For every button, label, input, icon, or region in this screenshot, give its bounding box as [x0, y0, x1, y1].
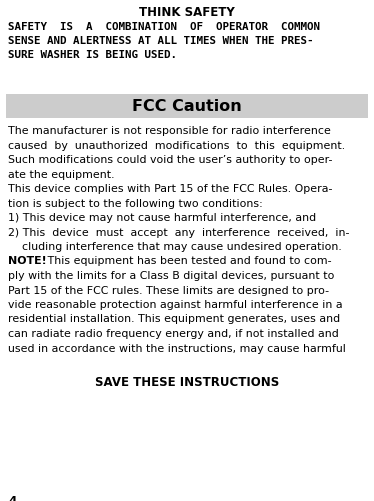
Text: ate the equipment.: ate the equipment. — [8, 169, 114, 179]
Text: 1) This device may not cause harmful interference, and: 1) This device may not cause harmful int… — [8, 213, 316, 223]
Text: SAFETY  IS  A  COMBINATION  OF  OPERATOR  COMMON: SAFETY IS A COMBINATION OF OPERATOR COMM… — [8, 22, 320, 32]
Text: FCC Caution: FCC Caution — [132, 99, 242, 114]
Text: SURE WASHER IS BEING USED.: SURE WASHER IS BEING USED. — [8, 50, 177, 60]
Text: tion is subject to the following two conditions:: tion is subject to the following two con… — [8, 198, 263, 208]
Text: This device complies with Part 15 of the FCC Rules. Opera-: This device complies with Part 15 of the… — [8, 184, 332, 194]
Text: Such modifications could void the user’s authority to oper-: Such modifications could void the user’s… — [8, 155, 332, 165]
Text: caused  by  unauthorized  modifications  to  this  equipment.: caused by unauthorized modifications to … — [8, 140, 345, 150]
Text: Part 15 of the FCC rules. These limits are designed to pro-: Part 15 of the FCC rules. These limits a… — [8, 286, 329, 296]
Text: used in accordance with the instructions, may cause harmful: used in accordance with the instructions… — [8, 344, 346, 354]
Text: SENSE AND ALERTNESS AT ALL TIMES WHEN THE PRES-: SENSE AND ALERTNESS AT ALL TIMES WHEN TH… — [8, 36, 313, 46]
Text: This equipment has been tested and found to com-: This equipment has been tested and found… — [44, 257, 332, 267]
Text: The manufacturer is not responsible for radio interference: The manufacturer is not responsible for … — [8, 126, 331, 136]
Text: 2) This  device  must  accept  any  interference  received,  in-: 2) This device must accept any interfere… — [8, 227, 349, 237]
Text: ply with the limits for a Class B digital devices, pursuant to: ply with the limits for a Class B digita… — [8, 271, 334, 281]
Text: THINK SAFETY: THINK SAFETY — [139, 6, 235, 19]
Text: 4: 4 — [8, 495, 16, 501]
Text: residential installation. This equipment generates, uses and: residential installation. This equipment… — [8, 315, 340, 325]
Text: SAVE THESE INSTRUCTIONS: SAVE THESE INSTRUCTIONS — [95, 376, 279, 389]
Text: cluding interference that may cause undesired operation.: cluding interference that may cause unde… — [8, 242, 342, 252]
FancyBboxPatch shape — [6, 94, 368, 118]
Text: can radiate radio frequency energy and, if not installed and: can radiate radio frequency energy and, … — [8, 329, 339, 339]
Text: vide reasonable protection against harmful interference in a: vide reasonable protection against harmf… — [8, 300, 343, 310]
Text: NOTE!: NOTE! — [8, 257, 47, 267]
